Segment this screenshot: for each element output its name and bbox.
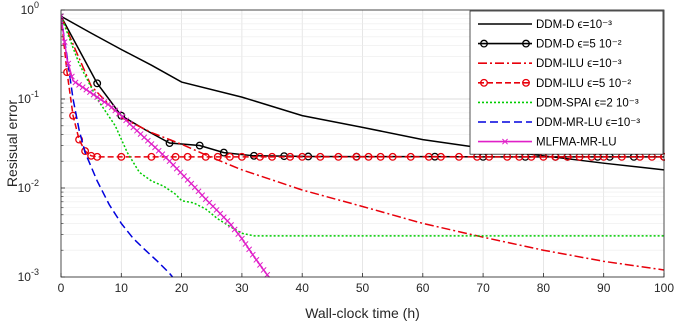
data-point-cross bbox=[249, 251, 256, 258]
x-tick-label: 50 bbox=[356, 281, 370, 295]
legend-label: DDM-SPAI ϵ=2 10⁻³ bbox=[536, 97, 639, 109]
data-point-circle bbox=[171, 152, 180, 161]
x-tick-label: 100 bbox=[654, 281, 674, 295]
data-point-circle bbox=[388, 152, 397, 161]
data-point-cross bbox=[260, 266, 267, 273]
data-point-circle bbox=[117, 111, 126, 120]
data-point-circle bbox=[117, 152, 126, 161]
data-point-cross bbox=[90, 91, 97, 98]
x-tick-label: 40 bbox=[296, 281, 310, 295]
data-point-circle bbox=[522, 78, 530, 87]
data-point-cross bbox=[94, 94, 101, 101]
data-point-circle bbox=[237, 152, 246, 161]
data-point-cross bbox=[68, 73, 75, 80]
series-0 bbox=[61, 15, 665, 171]
data-point-circle bbox=[93, 152, 102, 161]
data-point-cross bbox=[228, 221, 234, 228]
data-point-cross bbox=[61, 13, 64, 20]
data-point-circle bbox=[316, 152, 325, 161]
legend: DDM-D ϵ=10⁻³ DDM-D ϵ=5 10⁻² DDM-ILU ϵ=10⁻³… bbox=[469, 10, 664, 155]
data-point-circle bbox=[480, 78, 488, 87]
axis-ticks: 0 10 20 30 40 50 60 70 80 90 100 100 10-1 10-2 10-3 bbox=[18, 0, 675, 295]
series-6 bbox=[61, 13, 271, 278]
data-point-cross bbox=[238, 235, 245, 242]
legend-label: DDM-D ϵ=5 10⁻² bbox=[536, 39, 622, 51]
legend-label: DDM-MR-LU ϵ=10⁻³ bbox=[536, 117, 640, 129]
x-tick-label: 10 bbox=[115, 281, 129, 295]
series-line bbox=[61, 16, 174, 278]
data-point-circle bbox=[480, 39, 488, 48]
data-point-cross bbox=[97, 96, 104, 103]
x-tick-label: 0 bbox=[58, 281, 65, 295]
data-point-circle bbox=[147, 152, 156, 161]
data-point-cross bbox=[257, 261, 263, 268]
data-point-cross bbox=[83, 86, 90, 93]
series-line bbox=[61, 16, 270, 278]
y-axis-label: Resisual error bbox=[4, 100, 20, 187]
y-tick-label: 100 bbox=[21, 0, 39, 17]
legend-box bbox=[469, 10, 664, 155]
data-point-cross bbox=[79, 84, 86, 91]
y-tick-label: 10-1 bbox=[18, 89, 39, 106]
data-point-circle bbox=[364, 152, 373, 161]
data-point-circle bbox=[225, 152, 234, 161]
series-4 bbox=[61, 16, 664, 237]
x-tick-label: 80 bbox=[537, 281, 551, 295]
data-point-circle bbox=[455, 152, 463, 161]
data-point-cross bbox=[105, 101, 111, 108]
x-tick-label: 90 bbox=[597, 281, 611, 295]
data-point-cross bbox=[502, 138, 508, 145]
data-point-circle bbox=[183, 152, 192, 161]
y-tick-label: 10-2 bbox=[18, 178, 39, 195]
data-point-cross bbox=[65, 60, 72, 67]
series-3 bbox=[61, 16, 665, 161]
data-point-cross bbox=[231, 226, 238, 233]
series-line bbox=[61, 15, 665, 171]
data-point-circle bbox=[286, 152, 295, 161]
x-tick-label: 30 bbox=[235, 281, 249, 295]
series-layer bbox=[61, 13, 665, 278]
data-point-cross bbox=[72, 79, 79, 86]
x-tick-label: 60 bbox=[416, 281, 430, 295]
data-point-cross bbox=[246, 246, 253, 253]
data-point-circle bbox=[213, 152, 222, 161]
series-5 bbox=[61, 16, 174, 278]
legend-label: DDM-ILU ϵ=5 10⁻² bbox=[536, 78, 631, 90]
y-tick-label: 10-3 bbox=[18, 267, 39, 284]
data-point-circle bbox=[268, 152, 276, 161]
data-point-circle bbox=[195, 141, 204, 150]
legend-label: MLFMA-MR-LU bbox=[536, 137, 617, 149]
data-point-circle bbox=[406, 152, 415, 161]
x-tick-label: 70 bbox=[476, 281, 490, 295]
x-axis-label: Wall-clock time (h) bbox=[305, 305, 420, 321]
data-point-cross bbox=[264, 271, 271, 278]
series-line bbox=[61, 15, 664, 158]
data-point-cross bbox=[253, 256, 260, 263]
data-point-cross bbox=[76, 81, 83, 88]
data-point-circle bbox=[256, 152, 264, 161]
data-point-cross bbox=[101, 99, 108, 105]
data-point-circle bbox=[352, 152, 361, 161]
series-line bbox=[61, 16, 664, 237]
data-point-cross bbox=[61, 39, 68, 45]
data-point-circle bbox=[376, 152, 385, 161]
data-point-circle bbox=[424, 152, 433, 161]
data-point-cross bbox=[242, 241, 249, 247]
data-point-circle bbox=[436, 152, 445, 161]
legend-label: DDM-D ϵ=10⁻³ bbox=[536, 19, 612, 31]
series-line bbox=[61, 16, 664, 158]
data-point-circle bbox=[298, 152, 307, 161]
legend-label: DDM-ILU ϵ=10⁻³ bbox=[536, 58, 622, 70]
x-tick-label: 20 bbox=[175, 281, 189, 295]
data-point-circle bbox=[334, 152, 343, 161]
data-point-circle bbox=[201, 152, 210, 161]
data-point-cross bbox=[86, 89, 93, 96]
data-point-circle bbox=[81, 147, 90, 156]
data-point-cross bbox=[235, 231, 242, 238]
data-point-circle bbox=[93, 79, 102, 88]
data-point-circle bbox=[522, 39, 530, 48]
data-point-circle bbox=[219, 148, 228, 157]
